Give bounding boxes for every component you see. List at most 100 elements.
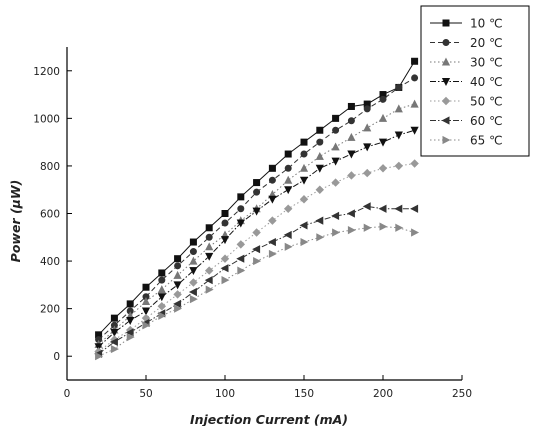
data-point (315, 216, 324, 225)
data-point (141, 307, 151, 316)
data-point (315, 185, 325, 194)
data-point (110, 344, 119, 354)
data-point (268, 176, 276, 184)
legend-marker (441, 78, 451, 86)
data-point (332, 126, 340, 134)
data-point (110, 328, 119, 337)
legend-item: 60 ℃ (430, 114, 503, 128)
data-point (157, 293, 166, 302)
data-point (253, 179, 261, 187)
data-point (267, 237, 276, 247)
data-point (173, 299, 182, 308)
data-point (315, 164, 324, 173)
legend: 10 ℃ 20 ℃ 30 ℃ 40 ℃ 50 ℃ 60 ℃ 65 ℃ (420, 5, 530, 157)
data-point (158, 311, 167, 320)
data-point (394, 161, 404, 171)
data-point (331, 211, 340, 220)
data-point (379, 95, 387, 103)
data-point (347, 102, 355, 110)
legend-label: 40 ℃ (470, 75, 503, 89)
data-point (410, 204, 419, 213)
data-point (189, 295, 198, 304)
data-point (347, 171, 356, 180)
legend-label: 30 ℃ (470, 56, 503, 70)
x-tick-label: 150 (294, 388, 314, 400)
data-point (174, 262, 182, 270)
series-line (98, 163, 415, 352)
data-point (363, 143, 372, 152)
legend-item: 50 ℃ (430, 95, 503, 109)
data-point (284, 150, 292, 158)
data-point (126, 300, 134, 308)
y-tick-label: 1200 (33, 66, 60, 78)
legend-label: 20 ℃ (470, 36, 503, 50)
data-point (220, 264, 229, 273)
data-point (378, 113, 388, 122)
y-tick-label: 200 (40, 304, 60, 316)
data-point (189, 267, 198, 276)
x-tick-label: 0 (64, 388, 71, 400)
data-point (220, 254, 230, 263)
data-point (378, 164, 388, 173)
data-point (188, 287, 197, 297)
data-point (284, 175, 293, 184)
series-layer (94, 57, 420, 361)
data-point (236, 219, 245, 228)
data-point (236, 240, 246, 249)
data-point (299, 176, 309, 185)
data-point (378, 138, 388, 147)
data-point (221, 276, 230, 285)
y-axis-title: Power (μW) (8, 180, 23, 263)
data-point (315, 151, 324, 160)
data-point (174, 255, 182, 263)
data-point (284, 242, 293, 251)
data-point (395, 83, 403, 91)
data-point (157, 302, 167, 311)
data-point (253, 188, 261, 196)
legend-item: 65 ℃ (430, 134, 503, 148)
data-point (237, 266, 246, 275)
data-point (268, 216, 277, 225)
data-point (411, 57, 419, 65)
data-point (236, 254, 245, 263)
data-point (378, 204, 387, 213)
y-tick-label: 1000 (33, 113, 60, 125)
y-tick-label: 0 (53, 351, 60, 363)
data-point (237, 205, 245, 213)
data-point (252, 207, 261, 216)
data-point (299, 163, 309, 172)
data-point (395, 223, 404, 232)
data-point (189, 238, 197, 246)
data-point (173, 270, 182, 279)
legend-marker (442, 135, 451, 145)
data-point (173, 281, 182, 290)
data-point (142, 321, 151, 330)
data-point (300, 138, 308, 146)
data-point (347, 117, 355, 125)
series-7 (95, 222, 420, 361)
series-4 (94, 126, 419, 352)
x-tick-label: 100 (215, 388, 235, 400)
data-point (347, 132, 356, 141)
data-point (110, 314, 118, 322)
data-point (363, 223, 372, 232)
data-point (268, 164, 276, 172)
legend-item: 20 ℃ (430, 36, 503, 50)
plot-area: 0 50 100 150 200 250 0 200 400 600 800 1000 1200 (33, 47, 472, 400)
data-point (347, 150, 356, 159)
data-point (332, 114, 340, 122)
data-point (331, 157, 340, 166)
series-line (98, 226, 415, 357)
y-tick-label: 800 (40, 161, 60, 173)
legend-marker (441, 116, 450, 125)
data-point (316, 126, 324, 134)
data-point (332, 228, 341, 237)
data-point (126, 317, 135, 325)
legend-marker (441, 57, 451, 66)
data-point (205, 252, 214, 261)
legend-label: 50 ℃ (470, 95, 503, 109)
legend-marker (442, 19, 450, 27)
data-point (410, 126, 419, 135)
series-6 (94, 202, 419, 358)
